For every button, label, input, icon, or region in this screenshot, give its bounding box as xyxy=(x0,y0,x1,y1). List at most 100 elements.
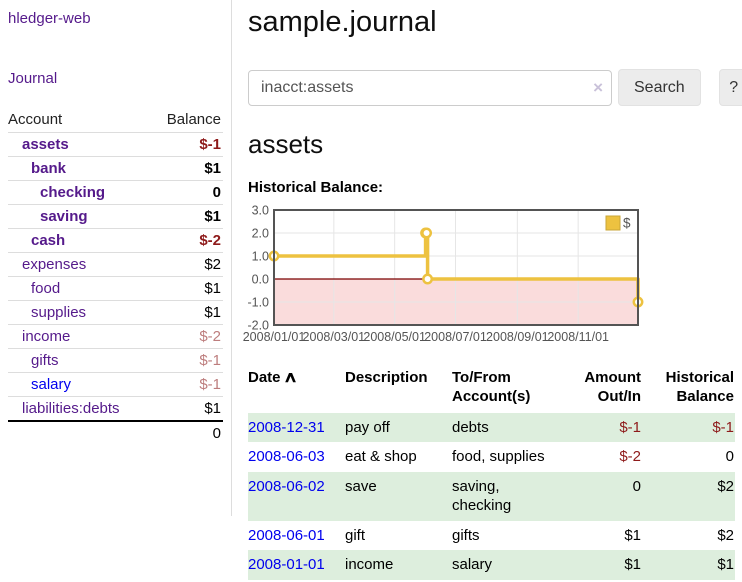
account-table-header-row: Account Balance xyxy=(8,108,223,133)
historical-balance-chart[interactable]: $3.0 2.0 1.0 0.0 -1.0 -2.0 2008/01/01 2008/03/0… xyxy=(243,204,698,352)
transaction-description: gift xyxy=(345,526,366,544)
svg-text:2008/01/01: 2008/01/01 xyxy=(243,330,306,344)
search-form: × Search ? xyxy=(248,69,742,106)
transaction-date-link[interactable]: 2008-01-01 xyxy=(248,556,325,573)
account-total-spacer xyxy=(8,421,151,445)
clear-search-icon[interactable]: × xyxy=(593,77,603,97)
svg-text:-2.0: -2.0 xyxy=(247,319,269,333)
register-row: 2008-06-02 save saving, checking 0 $2 xyxy=(248,471,735,521)
transaction-accounts: salary xyxy=(452,556,493,573)
account-link-liabilities-debts[interactable]: liabilities:debts xyxy=(22,400,120,417)
account-balance: $-1 xyxy=(199,376,221,393)
transaction-amount: 0 xyxy=(632,477,641,495)
date-column-header[interactable]: Date ∧ xyxy=(248,369,298,386)
svg-text:1.0: 1.0 xyxy=(252,250,269,264)
account-balance: $-2 xyxy=(199,232,221,249)
transaction-accounts: food, supplies xyxy=(452,448,545,465)
app-title-link[interactable]: hledger-web xyxy=(8,10,91,27)
transaction-balance: $-1 xyxy=(712,418,734,436)
account-row: expenses $2 xyxy=(8,252,223,277)
register-row: 2008-06-01 gift gifts $1 $2 xyxy=(248,521,735,551)
account-row: food $1 xyxy=(8,276,223,301)
account-row: saving $1 xyxy=(8,204,223,229)
sidebar-item-journal[interactable]: Journal xyxy=(8,70,58,87)
svg-text:0.0: 0.0 xyxy=(252,273,269,287)
transaction-balance: $2 xyxy=(717,477,734,495)
account-balance: $-1 xyxy=(199,352,221,369)
account-link-gifts[interactable]: gifts xyxy=(31,352,59,369)
register-table: Date ∧ Description To/From Account(s) Amo… xyxy=(248,367,735,580)
transaction-date-link[interactable]: 2008-06-02 xyxy=(248,477,325,495)
amount-column-header: Amount Out/In xyxy=(584,369,641,405)
svg-text:2008/09/01: 2008/09/01 xyxy=(486,330,549,344)
transaction-amount: $1 xyxy=(624,526,641,544)
transaction-date-link[interactable]: 2008-12-31 xyxy=(248,418,325,436)
transaction-description: eat & shop xyxy=(345,448,417,465)
account-balance: 0 xyxy=(212,184,221,201)
account-row: income $-2 xyxy=(8,324,223,349)
account-link-income[interactable]: income xyxy=(22,328,71,345)
account-link-checking[interactable]: checking xyxy=(40,184,106,201)
transaction-amount: $-1 xyxy=(619,418,641,436)
chart-title: Historical Balance: xyxy=(248,179,384,196)
account-link-supplies[interactable]: supplies xyxy=(31,304,87,321)
account-balance: $-1 xyxy=(199,136,221,153)
transaction-date-link[interactable]: 2008-06-03 xyxy=(248,448,325,465)
help-button[interactable]: ? xyxy=(718,69,742,106)
sort-asc-icon: ∧ xyxy=(282,369,298,386)
account-link-bank[interactable]: bank xyxy=(31,160,67,177)
transaction-accounts: debts xyxy=(452,418,489,436)
register-header-row: Date ∧ Description To/From Account(s) Amo… xyxy=(248,367,735,413)
account-row: assets $-1 xyxy=(8,132,223,157)
accounts-column-header: To/From Account(s) xyxy=(452,369,531,405)
account-heading: assets xyxy=(248,129,324,159)
register-table-body: 2008-12-31 pay off debts $-1 $-1 2008-06-03 ea… xyxy=(248,412,735,580)
account-link-saving[interactable]: saving xyxy=(40,208,88,225)
search-input[interactable] xyxy=(248,69,612,106)
account-balance-table: Account Balance assets $-1 bank $1 checking 0… xyxy=(8,108,223,445)
svg-text:2008/07/01: 2008/07/01 xyxy=(424,330,487,344)
transaction-description: save xyxy=(345,477,377,495)
transaction-accounts: gifts xyxy=(452,526,480,544)
account-link-expenses[interactable]: expenses xyxy=(22,256,87,273)
legend-label: $ xyxy=(623,216,631,231)
svg-text:2008/05/01: 2008/05/01 xyxy=(363,330,426,344)
account-total-row: 0 xyxy=(8,421,223,445)
account-row: liabilities:debts $1 xyxy=(8,396,223,422)
account-row: cash $-2 xyxy=(8,228,223,253)
transaction-accounts: saving, checking xyxy=(452,477,512,515)
account-link-cash[interactable]: cash xyxy=(31,232,66,249)
transaction-balance: $1 xyxy=(717,556,734,573)
account-row: gifts $-1 xyxy=(8,348,223,373)
account-balance: $1 xyxy=(204,400,221,417)
account-column-header: Account xyxy=(8,111,63,128)
account-balance: $2 xyxy=(204,256,221,273)
sidebar: hledger-web Journal Account Balance asse… xyxy=(0,0,232,516)
account-total-balance: 0 xyxy=(212,425,221,442)
account-link-food[interactable]: food xyxy=(31,280,61,297)
svg-text:2008/11/01: 2008/11/01 xyxy=(547,330,609,344)
account-row: checking 0 xyxy=(8,180,223,205)
transaction-amount: $1 xyxy=(624,556,641,573)
transaction-date-link[interactable]: 2008-06-01 xyxy=(248,526,325,544)
account-balance: $1 xyxy=(204,280,221,297)
account-link-salary[interactable]: salary xyxy=(31,376,72,393)
svg-text:2008/03/01: 2008/03/01 xyxy=(303,330,366,344)
search-input-wrapper: × xyxy=(248,69,612,106)
balance-column-header: Historical Balance xyxy=(665,369,734,405)
description-column-header: Description xyxy=(345,369,428,386)
search-button[interactable]: Search xyxy=(618,69,701,106)
account-row: bank $1 xyxy=(8,156,223,181)
legend-swatch xyxy=(605,215,621,231)
account-row: supplies $1 xyxy=(8,300,223,325)
svg-text:3.0: 3.0 xyxy=(252,204,269,218)
transaction-balance: 0 xyxy=(725,448,734,465)
register-row: 2008-06-03 eat & shop food, supplies $-2 0 xyxy=(248,442,735,472)
page-title: sample.journal xyxy=(248,6,437,38)
register-row: 2008-01-01 income salary $1 $1 xyxy=(248,550,735,580)
register-row: 2008-12-31 pay off debts $-1 $-1 xyxy=(248,412,735,442)
main-content: sample.journal × Search ? assets Histori… xyxy=(232,0,742,580)
svg-text:2.0: 2.0 xyxy=(252,227,269,241)
account-link-assets[interactable]: assets xyxy=(22,136,69,153)
